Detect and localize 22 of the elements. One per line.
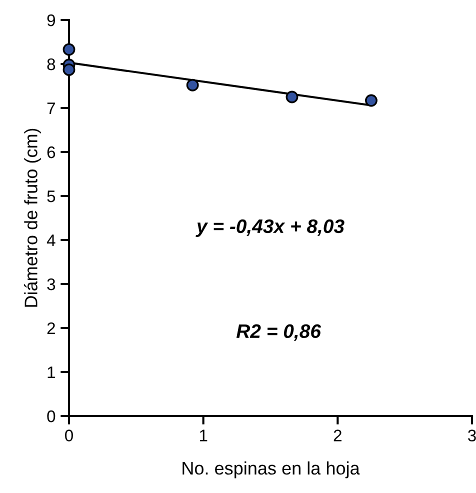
- x-tick-label: 2: [334, 430, 342, 442]
- x-tick-label: 1: [200, 430, 208, 442]
- y-tick-label: 2: [47, 322, 55, 334]
- point: [186, 78, 199, 92]
- y-tick-label: 1: [48, 366, 55, 378]
- annotation: R2 = 0,86: [236, 324, 322, 341]
- y-tick-label: 5: [47, 190, 56, 202]
- y-tick-label: 4: [46, 234, 56, 246]
- point: [286, 90, 298, 104]
- y-axis-title: Diámetro de fruto (cm): [24, 128, 41, 307]
- point: [365, 94, 378, 107]
- annotation: y = -0,43x + 8,03: [196, 219, 344, 237]
- y-tick-label: 3: [47, 278, 56, 290]
- y-tick-label: 7: [47, 102, 55, 114]
- y-tick-label: 8: [47, 58, 56, 70]
- y-tick-label: 6: [47, 146, 56, 158]
- x-axis-title: No. espinas en la hoja: [182, 461, 360, 478]
- x-tick-label: 0: [65, 430, 73, 442]
- y-tick-label: 9: [47, 14, 56, 26]
- y-tick-label: 0: [47, 410, 56, 422]
- x-tick-label: 3: [468, 430, 476, 442]
- point: [62, 43, 76, 56]
